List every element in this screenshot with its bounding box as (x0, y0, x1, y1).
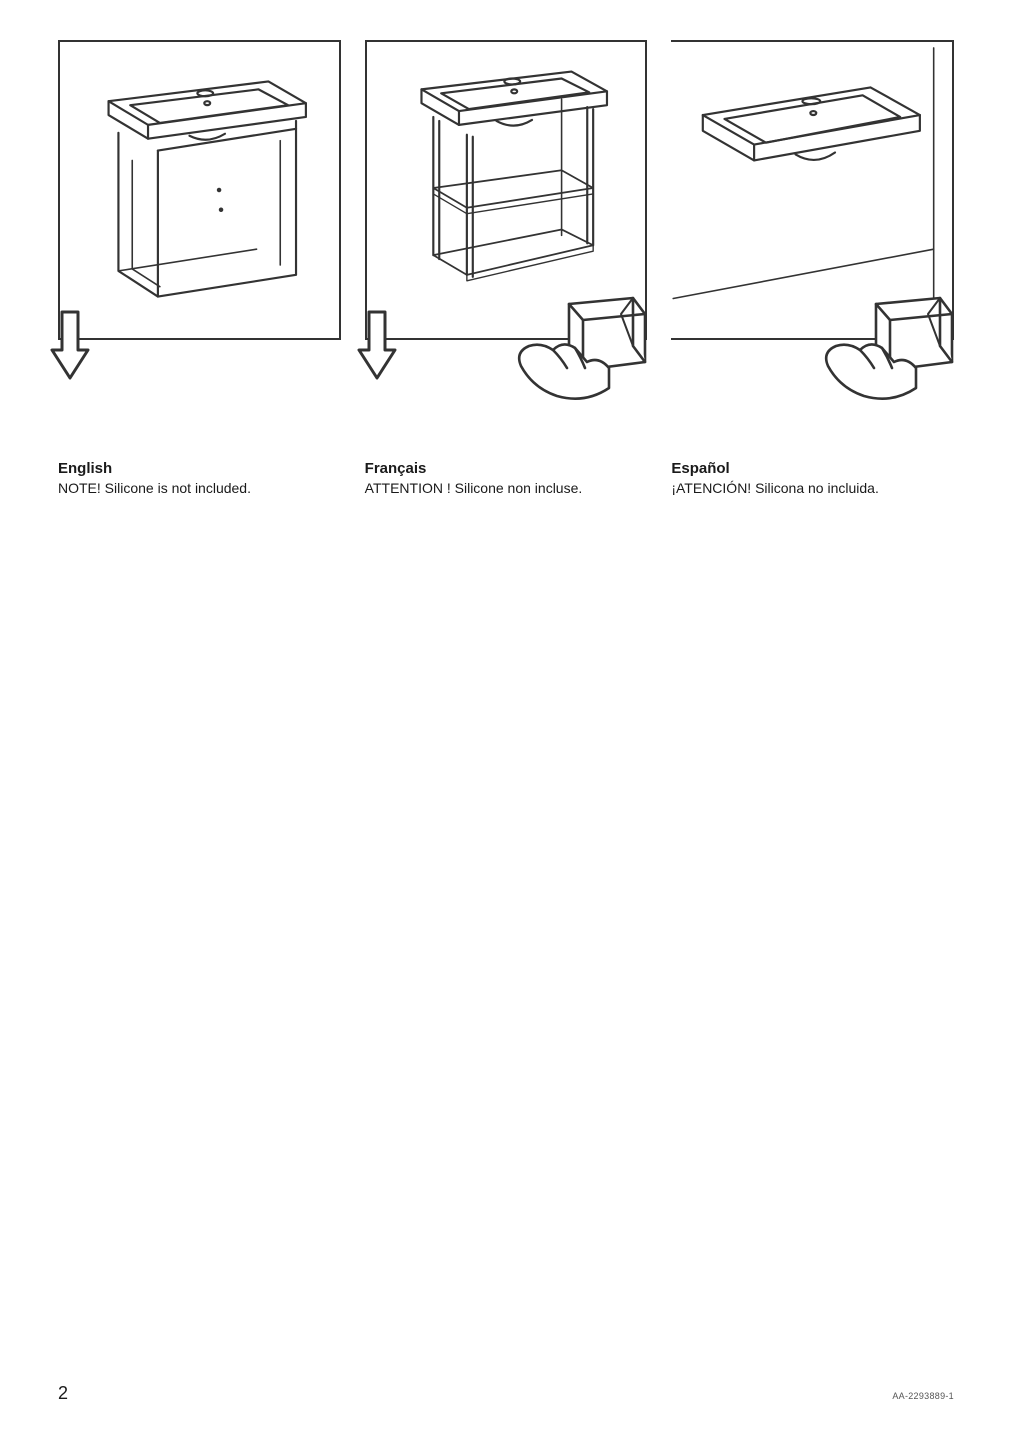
lang-body: ¡ATENCIÓN! Silicona no incluida. (671, 479, 954, 498)
lang-body: ATTENTION ! Silicone non incluse. (365, 479, 648, 498)
arrow-down-icon (355, 306, 399, 384)
panel-3: 8 (671, 40, 954, 420)
panel-row: 6 (58, 40, 954, 420)
text-col-espanol: Español ¡ATENCIÓN! Silicona no incluida. (671, 460, 954, 498)
footer-doc-code: AA-2293889-1 (892, 1391, 954, 1401)
sink-wallmount-diagram (671, 42, 952, 338)
panel-3-frame: 8 (671, 40, 954, 340)
page-footer: 2 AA-2293889-1 (58, 1383, 954, 1404)
footer-page-number: 2 (58, 1383, 68, 1404)
lang-body: NOTE! Silicone is not included. (58, 479, 341, 498)
lang-title: English (58, 460, 341, 477)
page: 6 (0, 0, 1012, 1432)
text-columns: English NOTE! Silicone is not included. … (58, 460, 954, 498)
panel-2-frame: 6 (365, 40, 648, 340)
hand-booklet-icon (513, 296, 653, 406)
panel-1 (58, 40, 341, 420)
text-col-francais: Français ATTENTION ! Silicone non inclus… (365, 460, 648, 498)
hand-booklet-icon (820, 296, 960, 406)
sink-openframe-diagram (367, 42, 646, 338)
panel-1-frame (58, 40, 341, 340)
panel-2: 6 (365, 40, 648, 420)
lang-title: Français (365, 460, 648, 477)
text-col-english: English NOTE! Silicone is not included. (58, 460, 341, 498)
arrow-down-icon (48, 306, 92, 384)
lang-title: Español (671, 460, 954, 477)
sink-cabinet-diagram (60, 42, 339, 338)
